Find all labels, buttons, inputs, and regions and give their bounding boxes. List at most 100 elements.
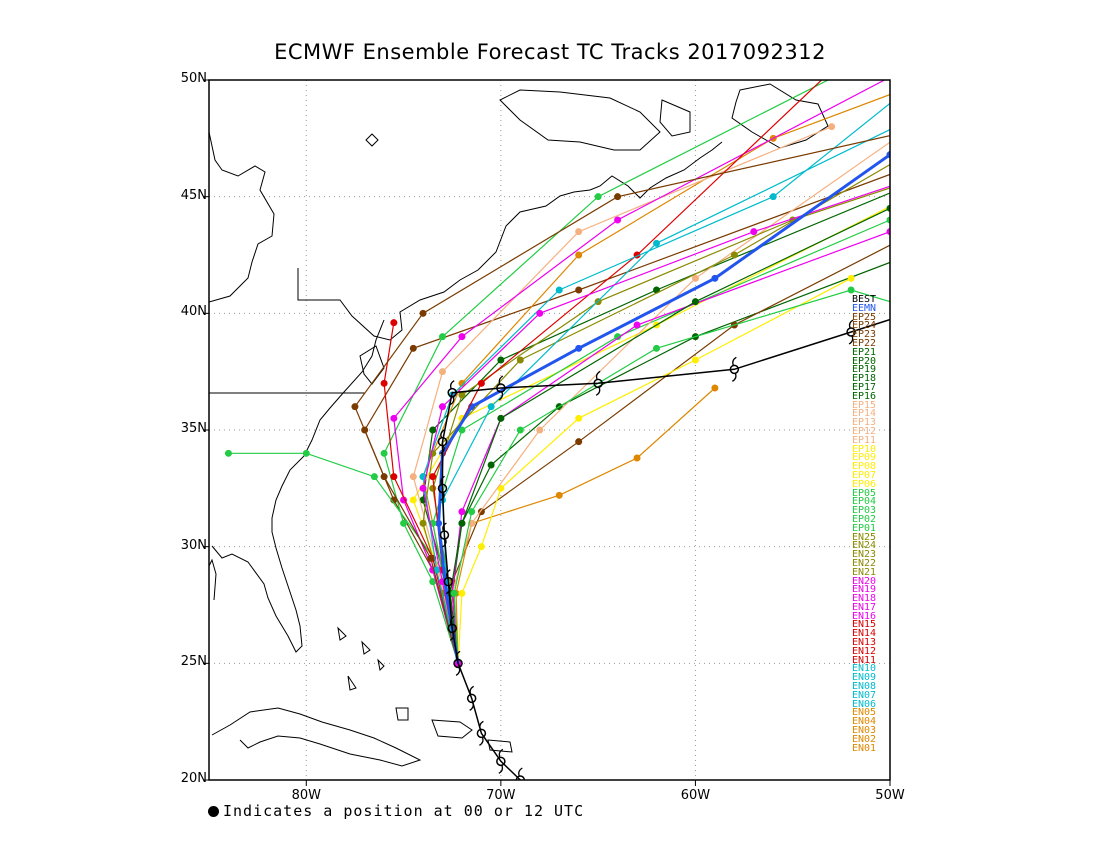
ensemble-position-dot <box>555 286 563 294</box>
hurricane-symbol-arm <box>469 685 475 711</box>
ensemble-position-dot <box>769 193 777 201</box>
hurricane-symbol-icon <box>476 728 487 739</box>
ensemble-position-dot <box>633 321 641 329</box>
ensemble-position-dot <box>351 403 359 411</box>
hurricane-symbol-arm <box>449 380 455 406</box>
legend-entry: EP20 <box>851 355 877 367</box>
legend-entry: EP23 <box>851 329 877 341</box>
lat-tick-label: 20N <box>180 771 207 786</box>
ensemble-position-dot <box>964 88 971 95</box>
ensemble-position-dot <box>458 519 466 527</box>
hurricane-symbol-icon <box>437 483 448 494</box>
hurricane-symbol-icon <box>453 658 463 669</box>
ensemble-track-line <box>457 277 852 664</box>
legend-entry: BEST <box>851 294 877 305</box>
ensemble-position-dot <box>438 368 446 376</box>
ensemble-position-dot <box>390 473 398 481</box>
hurricane-symbol-icon <box>466 693 477 704</box>
axis-ticks <box>203 79 891 786</box>
ensemble-position-dot <box>429 578 437 586</box>
legend-entry: EP07 <box>851 469 877 481</box>
ensemble-position-dot <box>711 384 719 392</box>
legend-entry: EN20 <box>851 575 877 587</box>
legend-entry: EP03 <box>851 505 877 517</box>
legend-entry: EP24 <box>851 320 877 332</box>
ensemble-position-dot <box>750 228 758 236</box>
ensemble-position-dot <box>458 589 466 597</box>
ensemble-position-dot <box>516 356 524 364</box>
hurricane-symbol-arm <box>445 569 451 595</box>
ensemble-track-line <box>455 387 716 664</box>
ensemble-position-dot <box>477 379 485 387</box>
ensemble-position-dot <box>427 554 435 562</box>
hurricane-symbol-icon <box>729 364 740 375</box>
hurricane-symbol-arm <box>907 301 911 325</box>
hurricane-symbol-arm <box>498 375 504 401</box>
ensemble-position-dot <box>847 274 855 282</box>
ensemble-position-dot <box>429 426 437 434</box>
hurricane-symbol-arm <box>455 650 461 676</box>
legend-entry: EP10 <box>851 443 877 455</box>
ensemble-position-dot <box>653 344 661 352</box>
legend-entry: EN15 <box>851 619 877 631</box>
legend-entry: EP14 <box>851 408 877 420</box>
legend-entry: EN05 <box>851 707 877 719</box>
ensemble-position-dot <box>458 426 466 434</box>
legend-entry: EP02 <box>851 513 877 525</box>
hurricane-symbol-icon <box>496 383 506 393</box>
ensemble-position-dot <box>848 49 855 56</box>
ensemble-position-dot <box>575 438 583 446</box>
ensemble-position-dot <box>487 461 495 469</box>
legend-entry: EP25 <box>851 311 877 323</box>
ensemble-position-dot <box>575 286 583 294</box>
legend-entry: EN01 <box>851 742 877 754</box>
lon-tick-label: 60W <box>680 788 711 803</box>
ensemble-position-dot <box>429 473 437 481</box>
legend-entry: EN06 <box>851 698 877 710</box>
ensemble-position-dot <box>906 252 913 259</box>
legend-entry: EP08 <box>851 461 877 473</box>
ensemble-position-dot <box>380 379 388 387</box>
hurricane-symbol-icon <box>447 387 457 398</box>
ensemble-position-dot <box>847 286 855 294</box>
legend-entry: EP12 <box>851 425 877 437</box>
legend-entry: EN18 <box>851 593 877 605</box>
legend-entry: EP11 <box>851 434 877 446</box>
legend-entry: EN19 <box>851 584 877 596</box>
ensemble-position-dot <box>633 454 641 462</box>
legend-entry: EP15 <box>851 399 877 411</box>
legend-entry: EN13 <box>851 637 877 649</box>
ensemble-position-dot <box>575 414 583 422</box>
member-legend: BEST EEMN EP25 EP24 EP23 EP22 EP21 EP20 EP19 EP18… <box>840 294 888 754</box>
legend-entry: EN23 <box>851 549 877 561</box>
hurricane-symbol-icon <box>515 775 526 780</box>
coastlines <box>209 83 829 767</box>
ensemble-position-dot <box>691 274 699 282</box>
legend-entry: EN21 <box>851 566 877 578</box>
ensemble-position-dot <box>390 319 398 327</box>
ensemble-position-dot <box>400 519 408 527</box>
legend-entry: EN04 <box>851 716 877 728</box>
ensemble-position-dot <box>886 216 890 224</box>
lon-tick-label: 80W <box>291 788 321 803</box>
hurricane-symbol-arm <box>449 615 455 641</box>
legend-entry: EN09 <box>851 672 877 684</box>
ensemble-track-line <box>354 135 890 664</box>
ensemble-position-dot <box>575 251 583 259</box>
lat-tick-label: 30N <box>180 537 207 553</box>
ensemble-position-dot <box>925 53 932 60</box>
ensemble-position-dot <box>925 310 932 317</box>
legend-entry: EN25 <box>851 531 877 543</box>
ensemble-position-dot <box>536 309 544 317</box>
ensemble-position-dot <box>487 403 495 411</box>
ensemble-position-dot <box>458 391 466 399</box>
legend-entry: EN10 <box>851 663 877 675</box>
position-dot-icon <box>208 806 219 817</box>
lat-tick-label: 35N <box>180 421 207 436</box>
hurricane-symbol-arm <box>440 429 445 455</box>
ensemble-position-dot <box>468 508 476 516</box>
legend-entry: EN03 <box>851 725 877 737</box>
legend-entry: EP06 <box>851 478 877 490</box>
lon-tick-label: 70W <box>486 788 516 803</box>
legend-entry: EP17 <box>851 381 877 393</box>
